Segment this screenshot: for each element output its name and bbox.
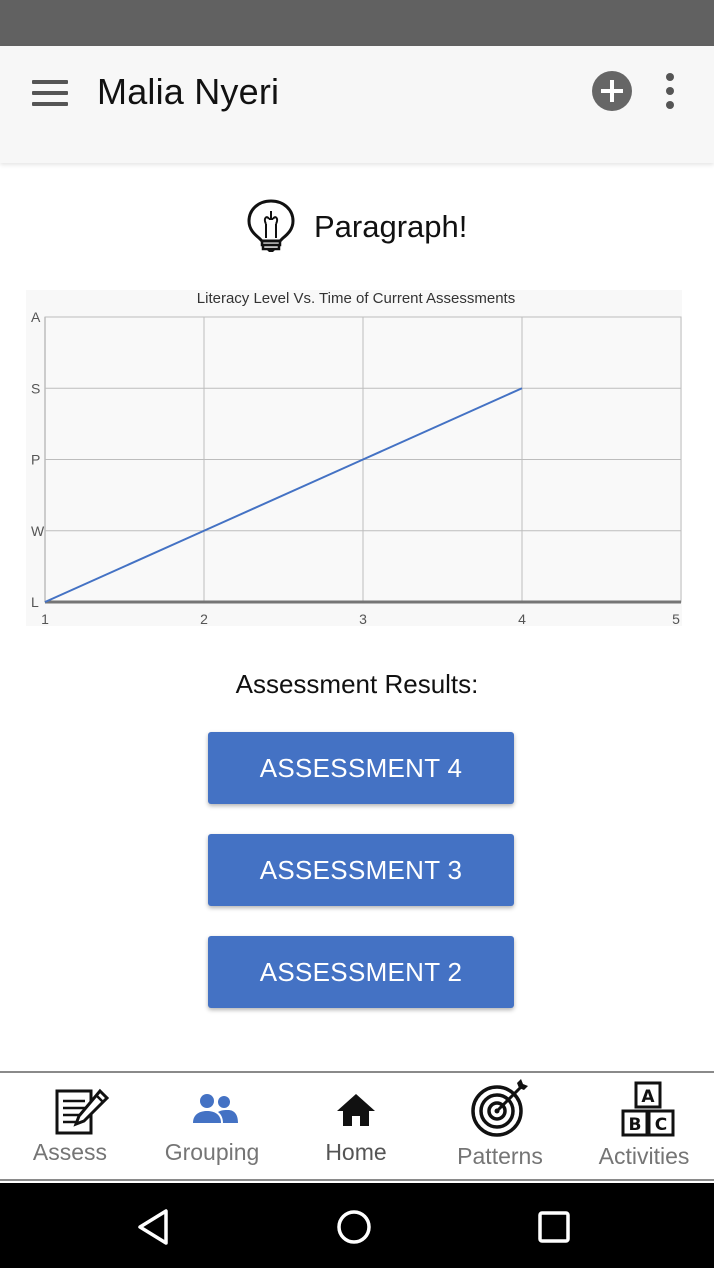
x-tick-label: 3 (359, 611, 367, 626)
assess-icon (55, 1088, 110, 1135)
results-title: Assessment Results: (235, 669, 479, 699)
nav-label-grouping: Grouping (164, 1139, 260, 1165)
bottom-navigation: Assess Grouping Home Patterns (0, 1071, 714, 1181)
chart-title: Literacy Level Vs. Time of Current Asses… (197, 290, 515, 307)
svg-text:A: A (641, 1087, 655, 1107)
nav-label-activities: Activities (598, 1143, 690, 1169)
system-navigation-bar (0, 1183, 714, 1268)
y-tick-label: L (31, 594, 39, 610)
literacy-chart: 1 2 3 4 5 L W P S A Literacy Level Vs. Time of Cur… (26, 290, 682, 626)
group-icon (193, 1094, 238, 1123)
nav-label-assess: Assess (32, 1139, 108, 1165)
status-bar (0, 0, 714, 46)
svg-text:C: C (655, 1115, 667, 1135)
x-tick-label: 4 (518, 611, 526, 626)
target-icon (471, 1079, 528, 1137)
stage-row: Paragraph! (0, 195, 714, 257)
x-tick-label: 2 (200, 611, 208, 626)
x-tick-label: 5 (672, 611, 680, 626)
x-tick-label: 1 (41, 611, 49, 626)
y-tick-label: S (31, 380, 40, 396)
back-icon[interactable] (132, 1205, 176, 1249)
stage-label: Paragraph! (314, 209, 468, 244)
series-line (44, 387, 523, 603)
abc-blocks-icon: A B C (621, 1081, 675, 1137)
nav-label-home: Home (325, 1139, 387, 1165)
svg-text:B: B (629, 1115, 642, 1135)
assessment-3-button[interactable]: ASSESSMENT 3 (208, 834, 514, 906)
nav-label-patterns: Patterns (457, 1143, 543, 1169)
nav-item-activities[interactable]: A B C Activities (574, 1073, 714, 1179)
app-bar: Malia Nyeri (0, 46, 714, 163)
nav-item-grouping[interactable]: Grouping (142, 1073, 282, 1179)
home-icon (337, 1094, 375, 1126)
add-icon[interactable] (592, 71, 632, 111)
nav-item-assess[interactable]: Assess (0, 1073, 140, 1179)
nav-item-home[interactable]: Home (286, 1073, 426, 1179)
more-vert-icon[interactable] (658, 73, 682, 109)
y-tick-label: P (31, 452, 40, 468)
home-circle-icon[interactable] (332, 1205, 376, 1249)
assessment-4-button[interactable]: ASSESSMENT 4 (208, 732, 514, 804)
nav-item-patterns[interactable]: Patterns (430, 1073, 570, 1179)
page-title: Malia Nyeri (97, 71, 280, 112)
assessment-2-button[interactable]: ASSESSMENT 2 (208, 936, 514, 1008)
lightbulb-icon (247, 199, 295, 252)
y-tick-label: W (31, 523, 45, 539)
menu-icon[interactable] (32, 80, 68, 106)
y-tick-label: A (31, 309, 41, 325)
recents-icon[interactable] (532, 1205, 576, 1249)
